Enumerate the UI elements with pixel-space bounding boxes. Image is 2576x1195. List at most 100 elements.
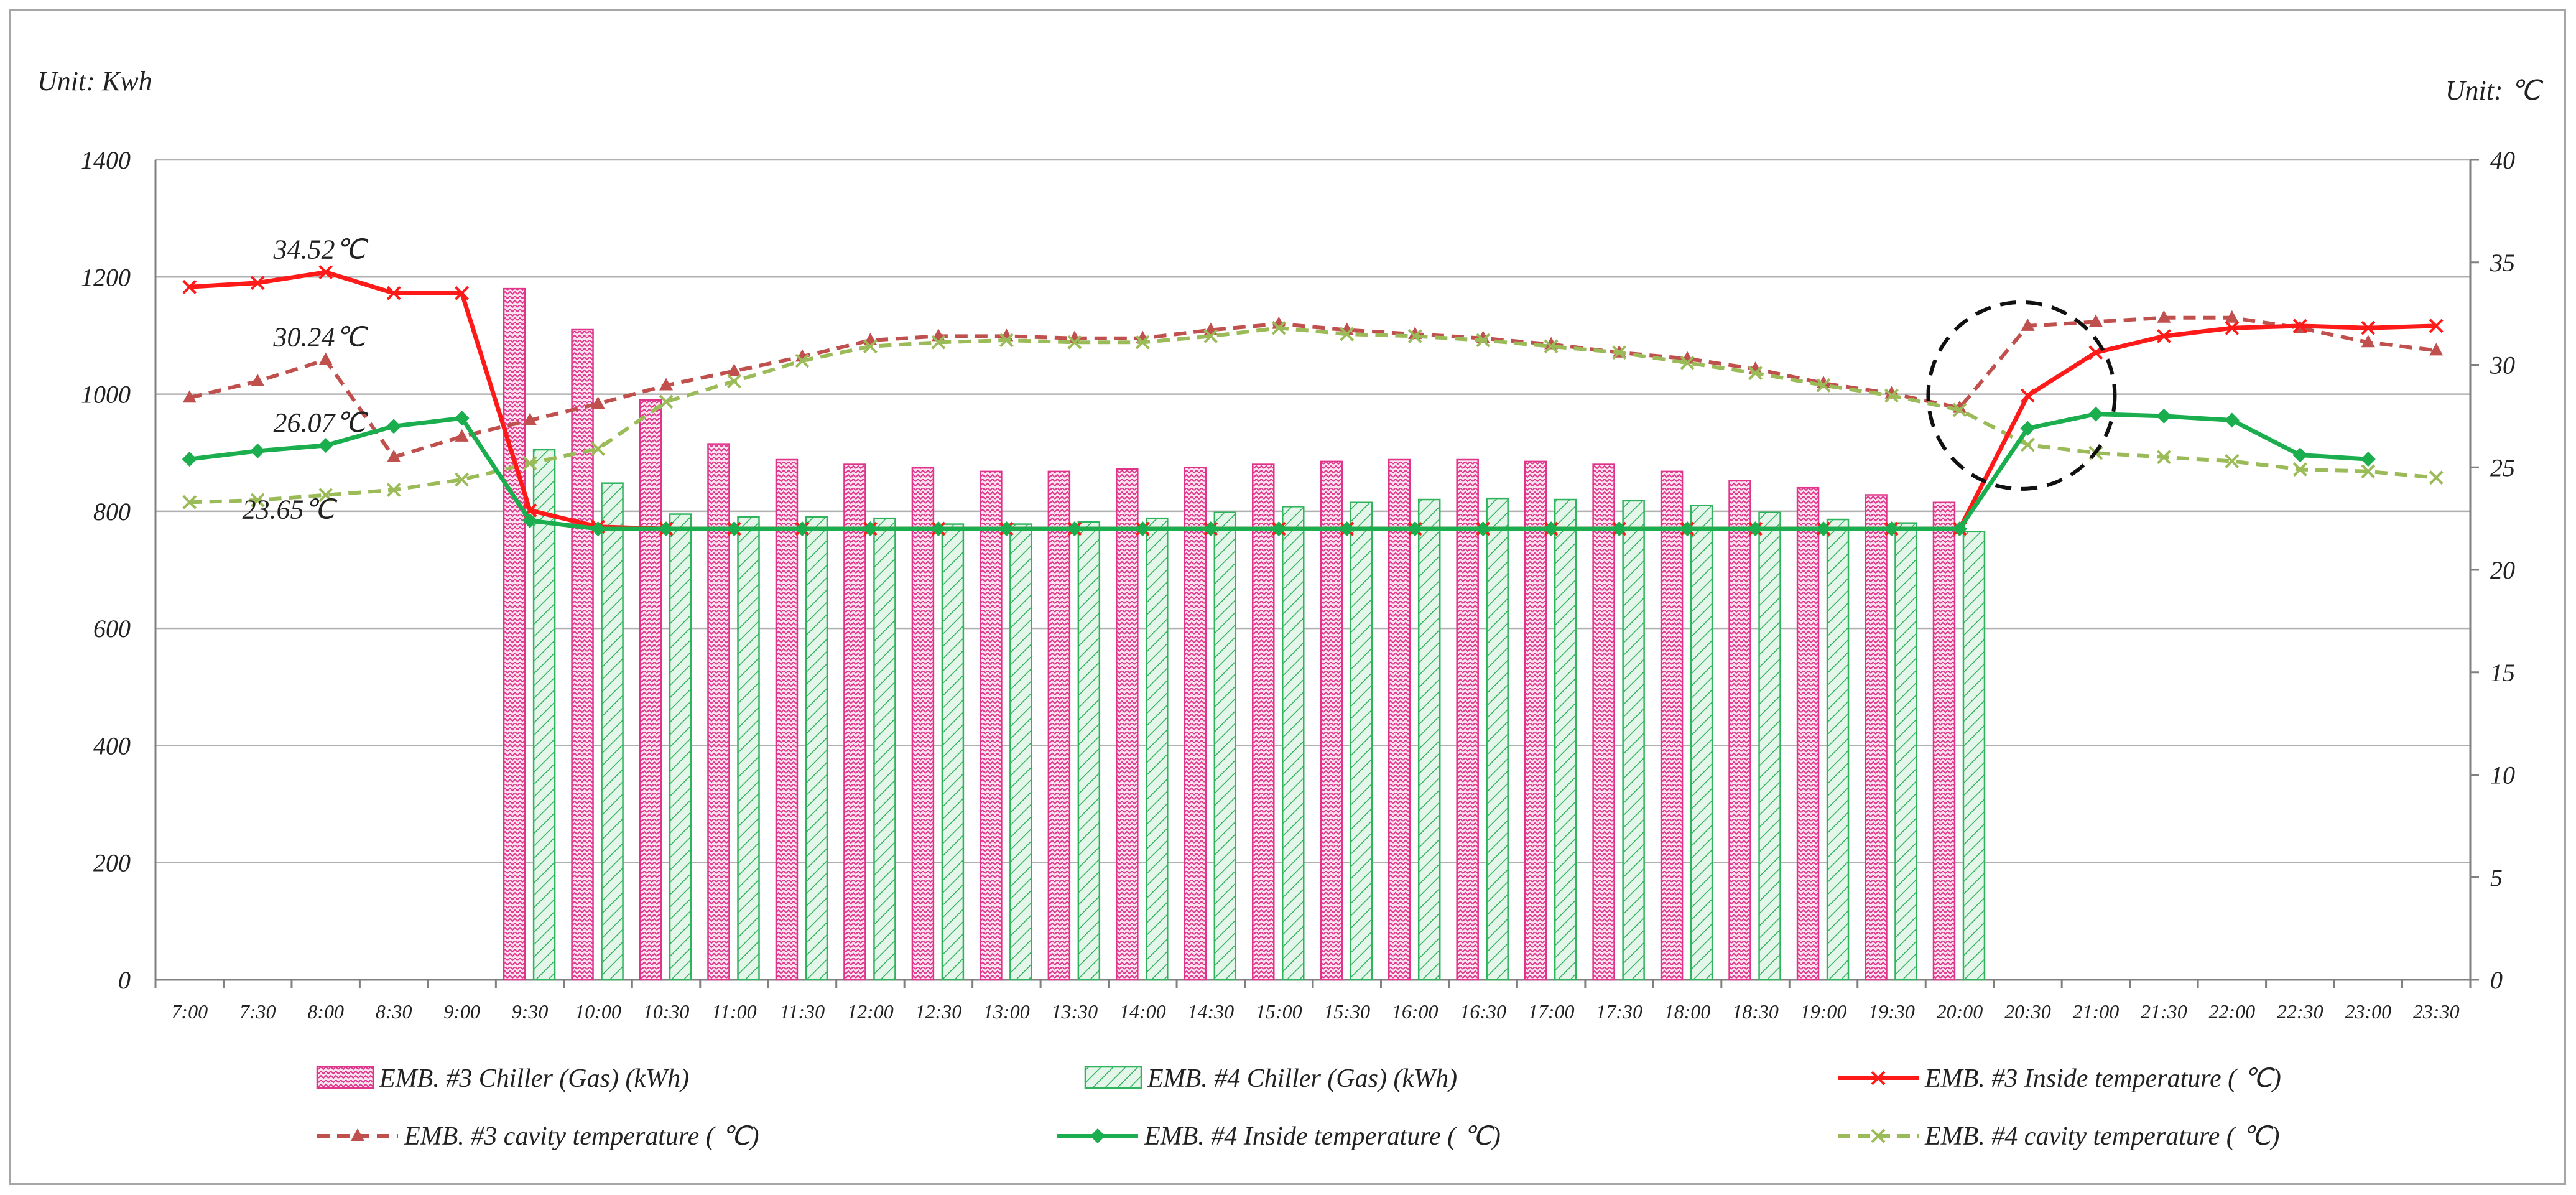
series-marker-3 xyxy=(2225,453,2240,468)
series-marker-2 xyxy=(1067,521,1082,537)
highlight-ellipse xyxy=(1926,300,2117,491)
series-marker-2 xyxy=(659,521,674,537)
bar-emb3-chiller xyxy=(1184,467,1207,981)
x-tick-label: 22:30 xyxy=(2277,1000,2323,1023)
x-tick-label: 20:00 xyxy=(1937,1000,1983,1023)
x-axis-ticks: 7:00 7:30 8:00 8:30 9:00 9:30 10:00 10:30 11:00 1… xyxy=(154,980,2472,1023)
bar-emb4-chiller xyxy=(1690,505,1713,981)
series-marker-3 xyxy=(2292,462,2307,477)
annotation-label: 26.07℃ xyxy=(273,407,368,438)
x-tick-label: 13:00 xyxy=(983,1000,1030,1023)
x-tick-label: 10:30 xyxy=(643,1000,690,1023)
legend-label: EMB. #3 cavity temperature ( ℃) xyxy=(404,1122,759,1151)
series-marker-1 xyxy=(727,363,741,376)
series-marker-0 xyxy=(250,276,265,291)
series-marker-3 xyxy=(2021,437,2035,452)
x-tick-label: 16:30 xyxy=(1460,1000,1506,1023)
bar-emb3-chiller xyxy=(1456,458,1479,981)
series-marker-0 xyxy=(2361,320,2376,335)
bar-emb3-chiller xyxy=(1865,494,1888,981)
series-marker-3 xyxy=(1680,355,1695,370)
right-tick-label: 10 xyxy=(2490,761,2515,789)
series-marker-1 xyxy=(2361,335,2375,348)
x-tick-label: 21:30 xyxy=(2141,1000,2187,1023)
x-tick-label: 15:00 xyxy=(1256,1000,1302,1023)
right-tick-label: 0 xyxy=(2490,966,2503,994)
series-marker-2 xyxy=(726,521,742,537)
series-marker-3 xyxy=(1748,366,1763,381)
series-marker-1 xyxy=(251,373,265,386)
series-marker-3 xyxy=(1135,335,1150,350)
series-marker-2 xyxy=(1135,521,1151,537)
bar-emb4-chiller xyxy=(1486,497,1509,981)
series-marker-1 xyxy=(2225,310,2239,323)
bar-emb4-chiller xyxy=(1282,506,1305,981)
x-tick-label: 16:00 xyxy=(1392,1000,1439,1023)
series-marker-2 xyxy=(863,521,878,537)
right-tick-label: 15 xyxy=(2490,659,2515,687)
series-marker-3 xyxy=(1407,328,1422,343)
bar-emb4-chiller xyxy=(737,516,760,981)
series-marker-2 xyxy=(1475,521,1491,537)
series-marker-3 xyxy=(1476,333,1491,348)
x-tick-label: 7:30 xyxy=(239,1000,276,1023)
gridlines xyxy=(154,159,2472,981)
x-tick-label: 17:30 xyxy=(1596,1000,1642,1023)
series-marker-3 xyxy=(727,374,741,389)
legend-marker xyxy=(351,1128,364,1141)
series-marker-0 xyxy=(182,279,197,294)
bar-emb4-chiller xyxy=(1146,517,1169,981)
bar-emb4-chiller xyxy=(1622,500,1645,981)
series-marker-1 xyxy=(523,412,537,425)
series-marker-1 xyxy=(182,390,197,403)
series-marker-2 xyxy=(1884,521,1899,537)
series-marker-3 xyxy=(455,472,470,487)
legend-label: EMB. #3 Inside temperature ( ℃) xyxy=(1924,1064,2281,1093)
bar-emb4-chiller xyxy=(1213,511,1237,981)
left-tick-label: 200 xyxy=(93,849,131,877)
bar-emb3-chiller xyxy=(1320,460,1343,981)
bar-emb4-chiller xyxy=(601,482,624,981)
right-tick-label: 30 xyxy=(2490,351,2515,379)
bar-emb3-chiller xyxy=(503,287,526,981)
bar-emb4-chiller xyxy=(941,523,965,981)
legend-label: EMB. #3 Chiller (Gas) (kWh) xyxy=(379,1064,689,1093)
series-marker-0 xyxy=(2292,319,2307,333)
annotation-label: 34.52℃ xyxy=(272,235,368,265)
bar-emb3-chiller xyxy=(1592,463,1615,981)
series-marker-3 xyxy=(1340,327,1355,342)
series-marker-2 xyxy=(794,521,810,537)
series-line-3 xyxy=(189,326,2437,505)
annotations: 34.52℃ 30.24℃ 26.07℃ 23.65℃ xyxy=(242,235,368,525)
x-tick-label: 8:00 xyxy=(307,1000,344,1023)
series-marker-3 xyxy=(2429,470,2444,485)
series-marker-3 xyxy=(999,333,1014,348)
series-marker-2 xyxy=(1611,521,1627,537)
x-tick-label: 8:30 xyxy=(376,1000,412,1023)
series-marker-1 xyxy=(2157,310,2171,323)
series-marker-2 xyxy=(1680,521,1695,537)
legend-label: EMB. #4 Inside temperature ( ℃) xyxy=(1144,1122,1501,1151)
series-marker-3 xyxy=(931,335,946,350)
bar-emb3-chiller xyxy=(980,470,1003,981)
x-tick-label: 18:30 xyxy=(1732,1000,1779,1023)
left-unit-label: Unit: Kwh xyxy=(37,66,152,96)
series-marker-0 xyxy=(318,265,333,279)
series-marker-2 xyxy=(2292,447,2308,463)
x-tick-label: 21:00 xyxy=(2073,1000,2120,1023)
bar-emb3-chiller xyxy=(1932,501,1956,981)
series-marker-3 xyxy=(1271,320,1286,335)
series-marker-2 xyxy=(590,521,606,537)
left-tick-label: 800 xyxy=(93,498,131,526)
series-marker-2 xyxy=(1407,521,1423,537)
bar-emb4-chiller xyxy=(1077,521,1101,981)
bar-emb4-chiller xyxy=(805,516,828,981)
annotation-label: 23.65℃ xyxy=(242,495,337,525)
x-tick-label: 12:30 xyxy=(915,1000,962,1023)
x-tick-label: 20:30 xyxy=(2004,1000,2051,1023)
series-line-1 xyxy=(188,315,2437,459)
right-axis-ticks: 0 5 10 15 20 25 30 35 40 xyxy=(2470,146,2515,994)
series-marker-3 xyxy=(1203,328,1218,343)
series-marker-3 xyxy=(2156,450,2171,465)
